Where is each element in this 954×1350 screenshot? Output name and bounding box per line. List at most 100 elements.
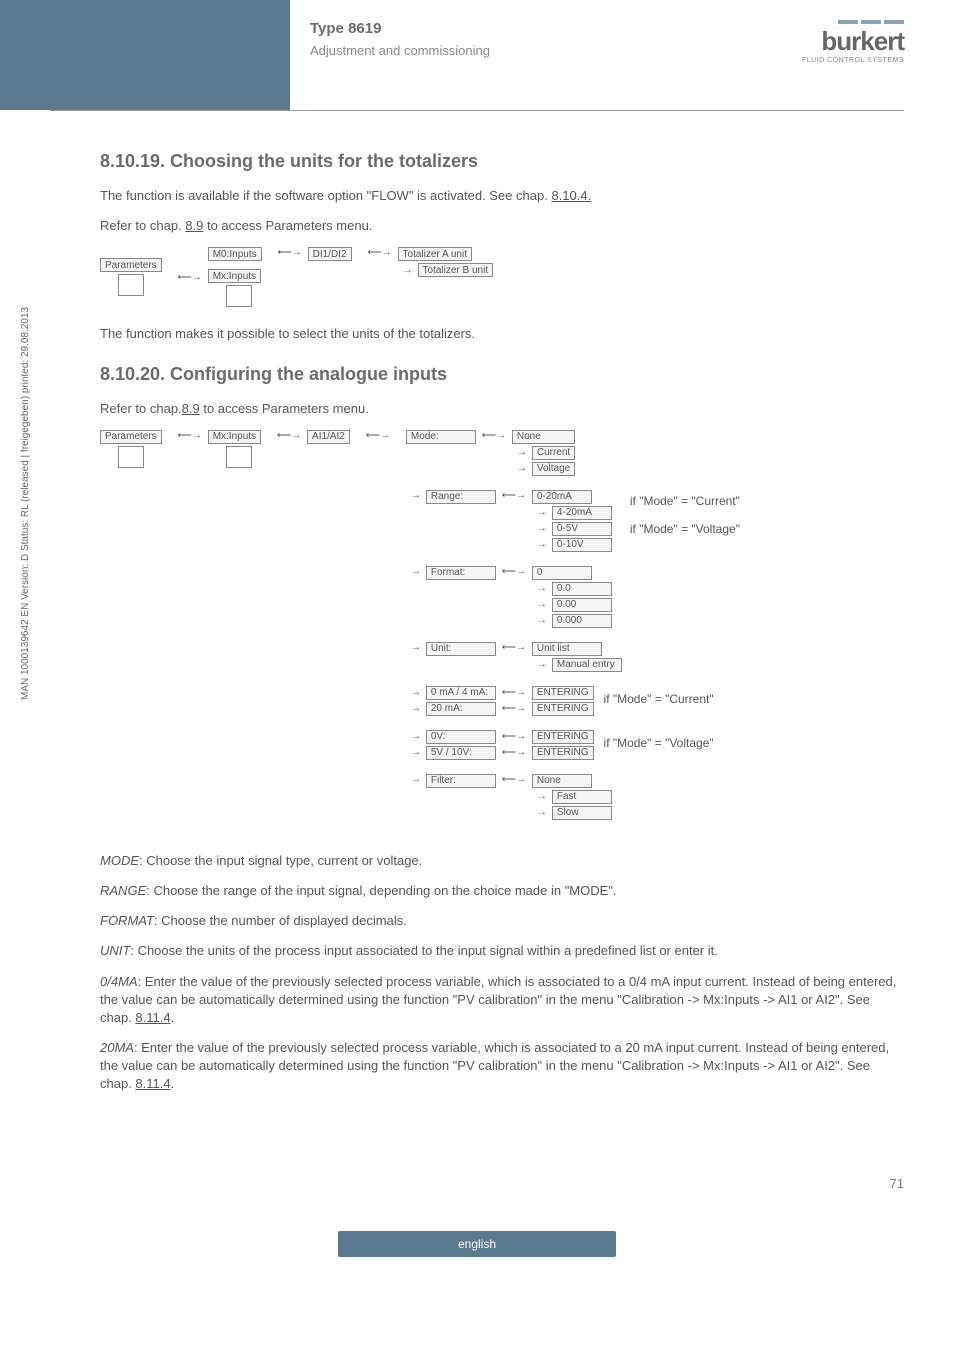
opt-f2: 0.00 (552, 598, 612, 612)
subbox-icon (118, 446, 144, 468)
arrow-icon: ⟵→ (172, 272, 208, 283)
subbox-icon (226, 446, 252, 468)
node-format: Format: (426, 566, 496, 580)
m04-text: : Enter the value of the previously sele… (100, 974, 896, 1025)
arrow-icon: → (406, 774, 426, 785)
node-tot-a: Totalizer A unit (398, 247, 472, 261)
opt-filter-slow: Slow (552, 806, 612, 820)
opt-filter-none: None (532, 774, 592, 788)
node-parameters: Parameters (100, 430, 162, 444)
arrow-icon: → (406, 687, 426, 698)
doc-type: Type 8619 (310, 20, 490, 37)
opt-020ma: 0-20mA (532, 490, 592, 504)
opt-f1: 0.0 (552, 582, 612, 596)
node-di: DI1/DI2 (308, 247, 352, 261)
m04-link: 8.11.4 (135, 1010, 170, 1025)
curr-note: if "Mode" = "Current" (604, 692, 714, 706)
arrow-icon: ⟵→ (496, 566, 532, 577)
diagram-totalizers: Parameters ⟵→ M0:Inputs Mx:Inputs ⟵→ DI1… (100, 247, 904, 307)
arrow-icon: → (406, 747, 426, 758)
m20-link: 8.11.4 (135, 1076, 170, 1091)
section-1-p2: Refer to chap. 8.9 to access Parameters … (100, 217, 904, 235)
arrow-icon: ⟵→ (496, 731, 532, 742)
s1p2-post: to access Parameters menu. (203, 218, 372, 233)
node-0v: 0V: (426, 730, 496, 744)
node-entering: ENTERING (532, 702, 594, 716)
arrow-icon: ⟵→ (362, 247, 398, 258)
arrow-icon: → (532, 791, 552, 802)
arrow-icon: → (532, 599, 552, 610)
arrow-icon: → (532, 807, 552, 818)
arrow-icon: → (532, 523, 552, 534)
opt-f0: 0 (532, 566, 592, 580)
arrow-icon: ⟵→ (272, 247, 308, 258)
range-text: : Choose the range of the input signal, … (146, 883, 616, 898)
node-entering: ENTERING (532, 686, 594, 700)
node-0ma4ma: 0 mA / 4 mA: (426, 686, 496, 700)
arrow-icon: → (406, 642, 426, 653)
top-banner: Type 8619 Adjustment and commissioning b… (0, 0, 954, 110)
arrow-icon: → (532, 539, 552, 550)
sidebar-version-text: MAN 1000139642 EN Version: D Status: RL … (20, 307, 31, 700)
arrow-icon: → (406, 490, 426, 552)
opt-voltage: Voltage (532, 462, 575, 476)
opt-010v: 0-10V (552, 538, 612, 552)
body-range: RANGE: Choose the range of the input sig… (100, 882, 904, 900)
arrow-icon: → (532, 615, 552, 626)
arrow-icon: ⟵→ (496, 747, 532, 758)
node-mxinputs: Mx:Inputs (208, 430, 261, 444)
arrow-icon: → (532, 659, 552, 670)
main-content: 8.10.19. Choosing the units for the tota… (0, 111, 954, 1146)
node-ai: AI1/AI2 (307, 430, 350, 444)
unit-text: : Choose the units of the process input … (130, 943, 718, 958)
format-label: FORMAT (100, 913, 154, 928)
s1p2-pre: Refer to chap. (100, 218, 185, 233)
header-right: Type 8619 Adjustment and commissioning b… (290, 0, 954, 110)
logo-block: burkert FLUID CONTROL SYSTEMS (802, 20, 904, 64)
s1p2-link: 8.9 (185, 218, 203, 233)
s1p1-pre: The function is available if the softwar… (100, 188, 551, 203)
page-number: 71 (0, 1176, 954, 1191)
node-mode: Mode: (406, 430, 476, 444)
arrow-icon: ⟵→ (496, 774, 532, 785)
opt-05v: 0-5V (552, 522, 612, 536)
arrow-icon: ⟵→ (496, 703, 532, 714)
footer-language: english (338, 1231, 616, 1257)
node-entering: ENTERING (532, 730, 594, 744)
arrow-icon: ⟵→ (271, 430, 307, 441)
s1p1-link: 8.10.4. (551, 188, 591, 203)
node-mxinputs: Mx:Inputs (208, 269, 261, 283)
opt-manual: Manual entry (552, 658, 622, 672)
section-1-heading: 8.10.19. Choosing the units for the tota… (100, 151, 904, 172)
opt-420ma: 4-20mA (552, 506, 612, 520)
logo-text: burkert (802, 26, 904, 57)
section-1-p1: The function is available if the softwar… (100, 187, 904, 205)
m20-text: : Enter the value of the previously sele… (100, 1040, 889, 1091)
section-2-heading: 8.10.20. Configuring the analogue inputs (100, 364, 904, 385)
arrow-icon: → (512, 447, 532, 458)
range-note-voltage: if "Mode" = "Voltage" (630, 522, 740, 536)
node-tot-b: Totalizer B unit (418, 263, 494, 277)
arrow-icon: ⟵→ (172, 430, 208, 441)
range-note-current: if "Mode" = "Current" (630, 494, 740, 508)
section-2-p1: Refer to chap.8.9 to access Parameters m… (100, 400, 904, 418)
node-filter: Filter: (426, 774, 496, 788)
node-entering: ENTERING (532, 746, 594, 760)
body-20ma: 20MA: Enter the value of the previously … (100, 1039, 904, 1094)
node-5v10v: 5V / 10V: (426, 746, 496, 760)
section-1-p3: The function makes it possible to select… (100, 325, 904, 343)
opt-filter-fast: Fast (552, 790, 612, 804)
doc-title-block: Type 8619 Adjustment and commissioning (310, 20, 490, 58)
arrow-icon: → (406, 731, 426, 742)
node-range: Range: (426, 490, 496, 504)
arrow-icon: → (398, 265, 418, 276)
arrow-icon: → (406, 703, 426, 714)
body-04ma: 0/4MA: Enter the value of the previously… (100, 973, 904, 1028)
format-text: : Choose the number of displayed decimal… (154, 913, 407, 928)
logo-bars (802, 20, 904, 24)
subbox-icon (118, 274, 144, 296)
diagram-analogue: Parameters ⟵→ Mx:Inputs ⟵→ AI1/AI2 ⟵→ Mo… (100, 430, 904, 834)
opt-current: Current (532, 446, 575, 460)
subbox-icon (226, 285, 252, 307)
arrow-icon: ⟵→ (476, 430, 512, 441)
